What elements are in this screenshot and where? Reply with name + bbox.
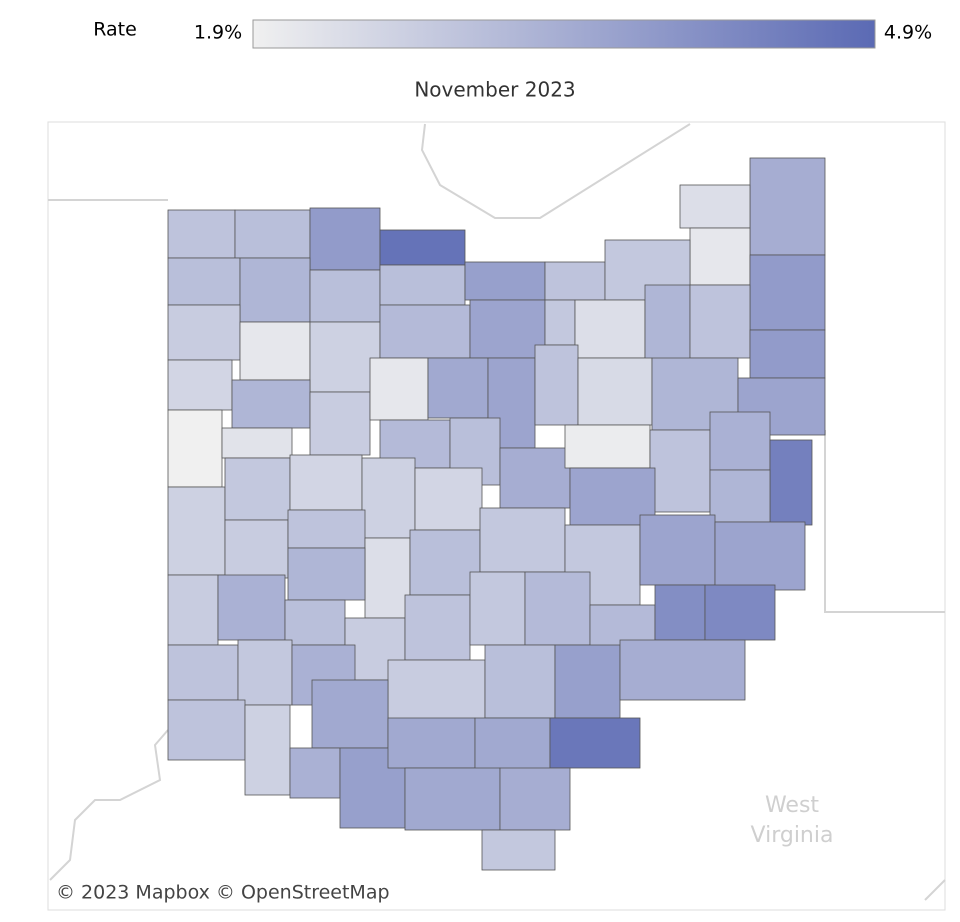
county[interactable] xyxy=(749,157,826,256)
county[interactable] xyxy=(364,537,411,619)
county[interactable] xyxy=(167,409,223,488)
place-label: Virginia xyxy=(751,823,834,848)
county[interactable] xyxy=(534,344,579,426)
county[interactable] xyxy=(387,717,476,769)
county[interactable] xyxy=(387,659,486,721)
county[interactable] xyxy=(709,469,771,523)
county[interactable] xyxy=(231,379,311,429)
county[interactable] xyxy=(287,547,366,601)
county[interactable] xyxy=(689,227,751,286)
county[interactable] xyxy=(217,574,286,641)
county[interactable] xyxy=(287,509,366,549)
county[interactable] xyxy=(289,747,341,799)
county[interactable] xyxy=(167,257,241,306)
county[interactable] xyxy=(577,357,653,426)
county[interactable] xyxy=(167,359,233,411)
county[interactable] xyxy=(427,357,489,419)
county[interactable] xyxy=(619,639,746,701)
county[interactable] xyxy=(234,209,311,259)
county[interactable] xyxy=(409,529,481,596)
county[interactable] xyxy=(499,447,571,509)
county[interactable] xyxy=(309,207,381,271)
county[interactable] xyxy=(574,299,646,359)
county[interactable] xyxy=(221,427,293,459)
county[interactable] xyxy=(404,594,471,661)
county[interactable] xyxy=(379,229,466,266)
map-title: November 2023 xyxy=(414,78,575,102)
county[interactable] xyxy=(361,457,416,539)
county[interactable] xyxy=(167,574,219,646)
county[interactable] xyxy=(481,829,556,871)
county[interactable] xyxy=(714,521,806,591)
legend-min-label: 1.9% xyxy=(194,22,242,44)
county[interactable] xyxy=(484,644,556,719)
counties xyxy=(167,157,826,871)
county[interactable] xyxy=(749,329,826,379)
county[interactable] xyxy=(167,209,236,259)
county[interactable] xyxy=(414,467,483,531)
county[interactable] xyxy=(469,299,546,359)
basemap-lines xyxy=(48,123,946,901)
attribution: © 2023 Mapbox © OpenStreetMap xyxy=(56,882,390,904)
county[interactable] xyxy=(284,599,346,646)
county[interactable] xyxy=(479,507,566,573)
county[interactable] xyxy=(167,644,239,701)
county[interactable] xyxy=(524,571,591,646)
county[interactable] xyxy=(769,439,813,526)
place-label: West xyxy=(765,793,819,818)
county[interactable] xyxy=(544,299,576,346)
county[interactable] xyxy=(369,357,429,421)
county[interactable] xyxy=(709,411,771,471)
county[interactable] xyxy=(167,486,226,576)
county[interactable] xyxy=(224,457,291,521)
legend-max-label: 4.9% xyxy=(884,22,932,44)
county[interactable] xyxy=(239,321,311,381)
county[interactable] xyxy=(639,514,716,586)
county[interactable] xyxy=(167,699,246,761)
legend-bar xyxy=(252,19,876,49)
legend-title: Rate xyxy=(93,19,137,41)
county[interactable] xyxy=(469,571,526,646)
county[interactable] xyxy=(224,519,289,579)
county[interactable] xyxy=(464,261,546,301)
county[interactable] xyxy=(564,424,651,469)
county[interactable] xyxy=(749,254,826,331)
county[interactable] xyxy=(244,704,291,796)
county[interactable] xyxy=(499,767,571,831)
county[interactable] xyxy=(309,321,381,393)
county[interactable] xyxy=(554,644,621,719)
county[interactable] xyxy=(649,429,711,513)
county[interactable] xyxy=(654,584,706,641)
county[interactable] xyxy=(404,767,501,831)
county[interactable] xyxy=(704,584,776,641)
county[interactable] xyxy=(311,679,389,749)
county[interactable] xyxy=(379,304,471,359)
county[interactable] xyxy=(309,391,371,456)
county[interactable] xyxy=(239,257,311,323)
county[interactable] xyxy=(289,454,363,511)
county[interactable] xyxy=(167,304,241,361)
county[interactable] xyxy=(379,264,466,306)
county[interactable] xyxy=(679,184,751,229)
county[interactable] xyxy=(309,269,381,323)
county[interactable] xyxy=(237,639,293,706)
county[interactable] xyxy=(544,261,606,301)
county[interactable] xyxy=(549,717,641,769)
county[interactable] xyxy=(689,284,751,359)
